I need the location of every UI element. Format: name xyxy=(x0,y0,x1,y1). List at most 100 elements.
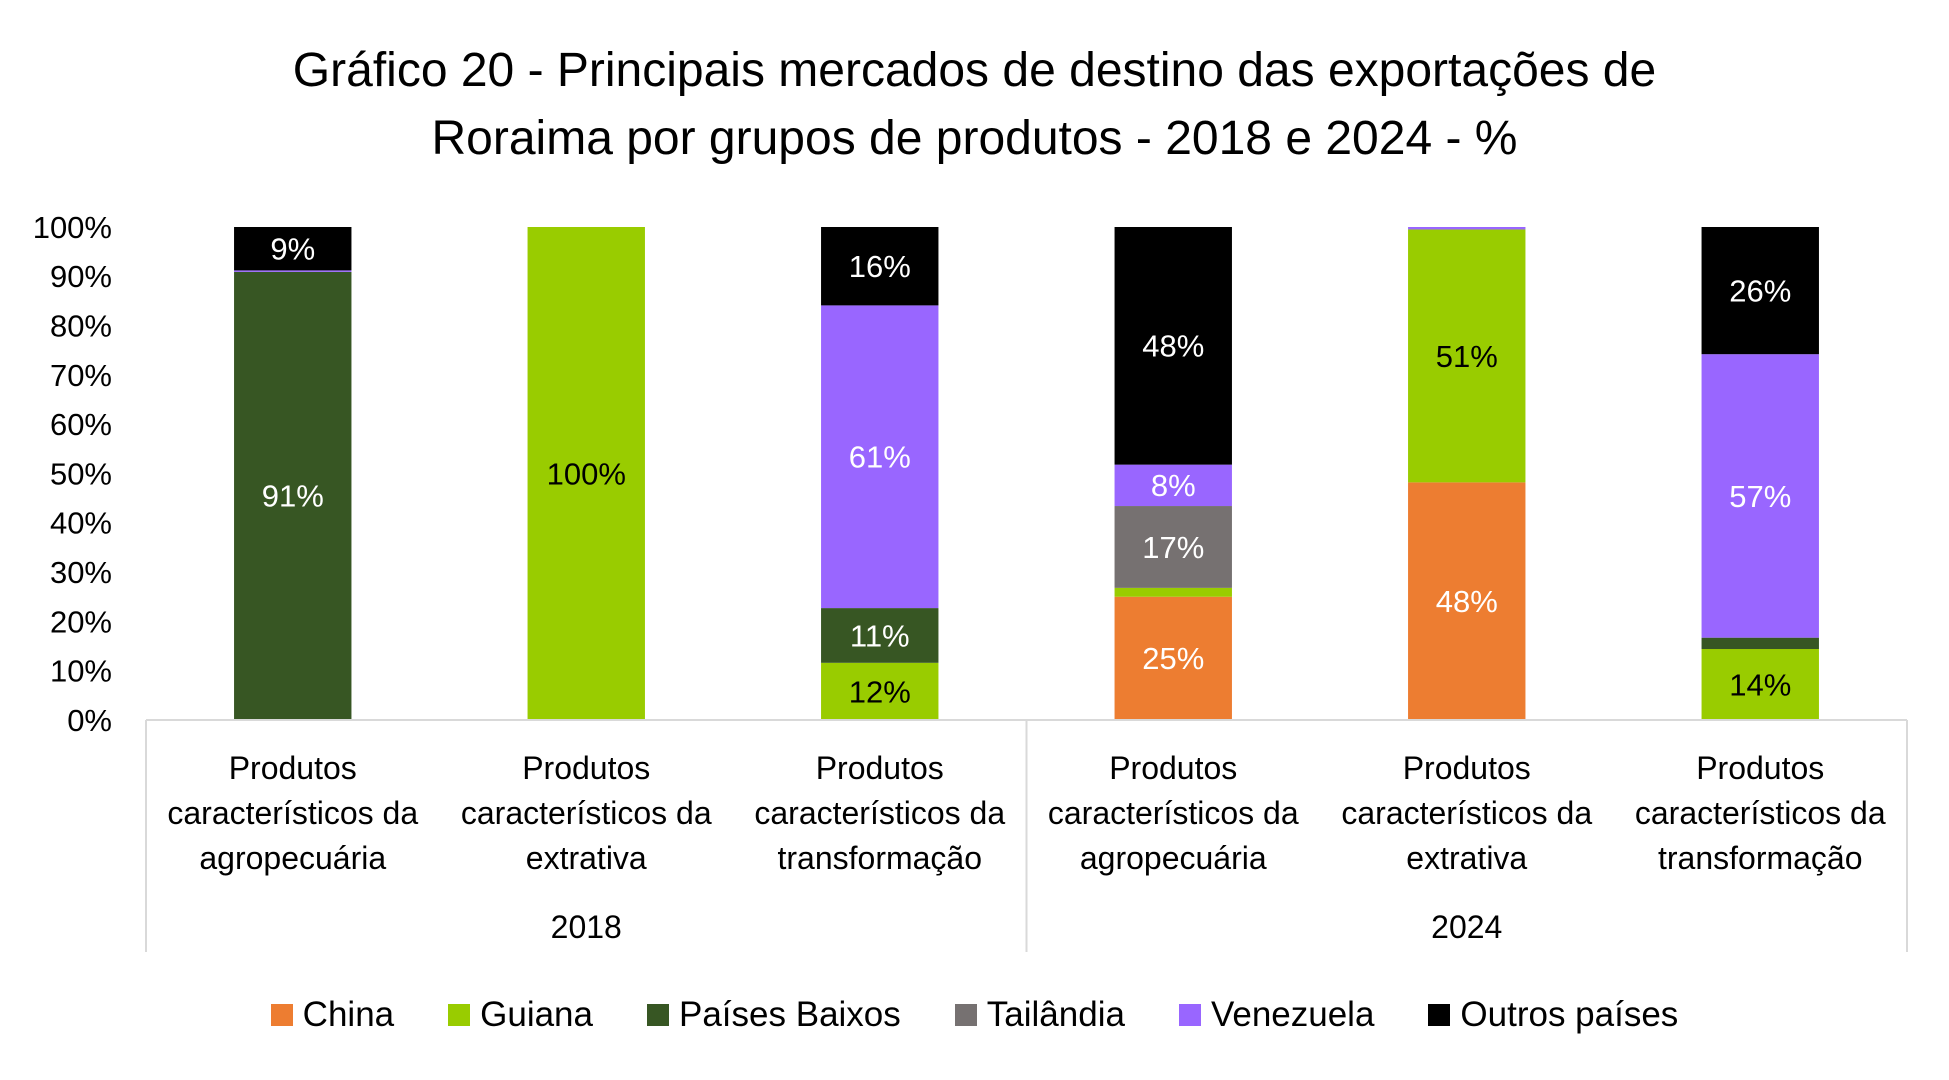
legend-item-china: China xyxy=(270,995,395,1035)
chart-title-line-1: Gráfico 20 - Principais mercados de dest… xyxy=(292,44,1657,97)
category-label-line: transformação xyxy=(777,840,982,876)
bar-segment-china-2024-extrativa xyxy=(1408,482,1526,720)
category-label-line: característicos da xyxy=(1048,795,1299,831)
legend-label-outros-paises: Outros países xyxy=(1460,995,1679,1034)
bar-stack-2024-agropecuaria: 25% 17% 8% 48% xyxy=(1114,227,1232,720)
bar-segment-guiana-2024-extrativa xyxy=(1408,229,1526,483)
legend-item-paises-baixos: Países Baixos xyxy=(647,995,901,1035)
legend-swatch-venezuela xyxy=(1178,1004,1201,1026)
legend-label-paises-baixos: Países Baixos xyxy=(679,995,901,1034)
legend-item-guiana: Guiana xyxy=(448,995,593,1035)
category-label-line: característicos da xyxy=(461,795,712,831)
bar-segment-venezuela-2018-transformacao xyxy=(821,305,939,609)
bar-segment-paises-baixos-2018-transformacao xyxy=(821,608,939,663)
category-label-line: extrativa xyxy=(526,840,647,876)
bar-segment-china-2024-agropecuaria xyxy=(1114,596,1232,720)
y-tick-label: 70% xyxy=(50,358,112,393)
data-label-venezuela-2018-transformacao: 61% xyxy=(849,440,911,475)
data-label-guiana-2018-transformacao: 12% xyxy=(849,674,911,709)
category-label-line: característicos da xyxy=(1635,795,1886,831)
y-tick-label: 50% xyxy=(50,456,112,491)
category-label-2018-transformacao: Produtos característicos da transformação xyxy=(754,750,1005,876)
y-tick-label: 40% xyxy=(50,506,112,541)
data-label-china-2024-agropecuaria: 25% xyxy=(1142,641,1204,676)
bar-segment-outros-paises-2024-agropecuaria xyxy=(1114,227,1232,465)
y-tick-label: 30% xyxy=(50,555,112,590)
bar-segment-paises-baixos-2018-agropecuaria xyxy=(234,271,352,720)
bar-segment-guiana-2024-agropecuaria xyxy=(1114,587,1232,597)
category-label-line: característicos da xyxy=(1341,795,1592,831)
bar-segment-guiana-2018-extrativa xyxy=(527,227,645,720)
legend-item-venezuela: Venezuela xyxy=(1178,995,1375,1035)
data-label-guiana-2024-transformacao: 14% xyxy=(1729,667,1791,702)
chart-title: Gráfico 20 - Principais mercados de dest… xyxy=(0,37,1949,173)
category-label-line: Produtos xyxy=(229,750,357,786)
bar-segment-paises-baixos-2024-transformacao xyxy=(1701,637,1819,650)
bar-segment-tailandia-2024-agropecuaria xyxy=(1114,506,1232,588)
category-label-2024-transformacao: Produtos característicos da transformação xyxy=(1635,750,1886,876)
bar-segment-venezuela-2024-transformacao xyxy=(1701,354,1819,638)
bar-stack-2024-extrativa: 48% 51% xyxy=(1408,227,1526,720)
y-tick-label: 20% xyxy=(50,604,112,639)
bar-stack-2018-extrativa: 100% xyxy=(527,227,645,720)
bar-segment-venezuela-2024-agropecuaria xyxy=(1114,464,1232,507)
category-label-line: característicos da xyxy=(167,795,418,831)
data-label-venezuela-2024-transformacao: 57% xyxy=(1729,479,1791,514)
category-label-line: transformação xyxy=(1658,840,1863,876)
y-tick-label: 10% xyxy=(50,654,112,689)
legend-swatch-china xyxy=(270,1004,293,1026)
category-label-line: extrativa xyxy=(1406,840,1527,876)
legend-label-venezuela: Venezuela xyxy=(1210,995,1375,1034)
data-label-venezuela-2024-agropecuaria: 8% xyxy=(1151,468,1196,503)
legend-swatch-paises-baixos xyxy=(647,1004,669,1026)
legend-swatch-guiana xyxy=(448,1004,471,1026)
legend-label-guiana: Guiana xyxy=(480,995,593,1034)
bar-segment-outros-paises-2018-transformacao xyxy=(821,227,939,306)
y-tick-label: 80% xyxy=(50,308,112,343)
data-label-outros-paises-2024-agropecuaria: 48% xyxy=(1142,329,1204,364)
bar-stack-2024-transformacao: 14% 57% 26% xyxy=(1701,227,1819,720)
group-label-2024: 2024 xyxy=(1431,909,1502,945)
data-label-outros-paises-2018-transformacao: 16% xyxy=(849,249,911,284)
bar-segment-guiana-2024-transformacao xyxy=(1701,649,1819,720)
data-label-china-2024-extrativa: 48% xyxy=(1436,584,1498,619)
bar-segment-venezuela-2024-extrativa xyxy=(1408,227,1526,230)
category-label-line: agropecuária xyxy=(199,840,386,876)
category-label-line: Produtos xyxy=(816,750,944,786)
bar-segment-outros-paises-2018-agropecuaria xyxy=(234,227,352,271)
data-label-paises-baixos-2018-transformacao: 11% xyxy=(850,618,910,653)
category-label-2024-extrativa: Produtos característicos da extrativa xyxy=(1341,750,1592,876)
category-label-line: Produtos xyxy=(1403,750,1531,786)
legend-swatch-outros-paises xyxy=(1428,1004,1451,1026)
data-label-tailandia-2024-agropecuaria: 17% xyxy=(1142,530,1204,565)
bar-stack-2018-transformacao: 12% 11% 61% 16% xyxy=(821,227,939,720)
category-label-line: característicos da xyxy=(754,795,1005,831)
category-label-line: agropecuária xyxy=(1080,840,1267,876)
data-label-outros-paises-2024-transformacao: 26% xyxy=(1729,273,1791,308)
data-label-guiana-2018-extrativa: 100% xyxy=(547,456,626,491)
category-label-2024-agropecuaria: Produtos característicos da agropecuária xyxy=(1048,750,1299,876)
data-label-outros-paises-2018-agropecuaria: 9% xyxy=(270,232,315,267)
bar-segment-outros-paises-2024-transformacao xyxy=(1701,227,1819,355)
y-tick-label: 100% xyxy=(33,210,112,245)
y-tick-label: 60% xyxy=(50,407,112,442)
legend-label-china: China xyxy=(302,995,395,1034)
legend-item-tailandia: Tailândia xyxy=(954,995,1125,1035)
chart-title-line-2: Roraima por grupos de produtos - 2018 e … xyxy=(431,112,1518,165)
legend-item-outros-paises: Outros países xyxy=(1428,995,1678,1035)
data-label-paises-baixos-2018-agropecuaria: 91% xyxy=(262,478,324,513)
bar-stack-2018-agropecuaria: 91% 9% xyxy=(234,227,352,720)
category-label-line: Produtos xyxy=(1109,750,1237,786)
legend: China Guiana Países Baixos Tailândia Ven… xyxy=(0,993,1949,1037)
bar-segment-guiana-2018-transformacao xyxy=(821,662,939,720)
data-label-guiana-2024-extrativa: 51% xyxy=(1436,339,1498,374)
y-axis: 0% 10% 20% 30% 40% 50% 60% 70% 80% 90% 100% xyxy=(33,210,112,738)
legend-label-tailandia: Tailândia xyxy=(986,995,1125,1034)
bar-segment-venezuela-2018-agropecuaria xyxy=(234,270,352,272)
category-label-2018-extrativa: Produtos característicos da extrativa xyxy=(461,750,712,876)
category-label-line: Produtos xyxy=(522,750,650,786)
y-tick-label: 90% xyxy=(50,259,112,294)
y-tick-label: 0% xyxy=(67,703,112,738)
category-label-line: Produtos xyxy=(1696,750,1824,786)
